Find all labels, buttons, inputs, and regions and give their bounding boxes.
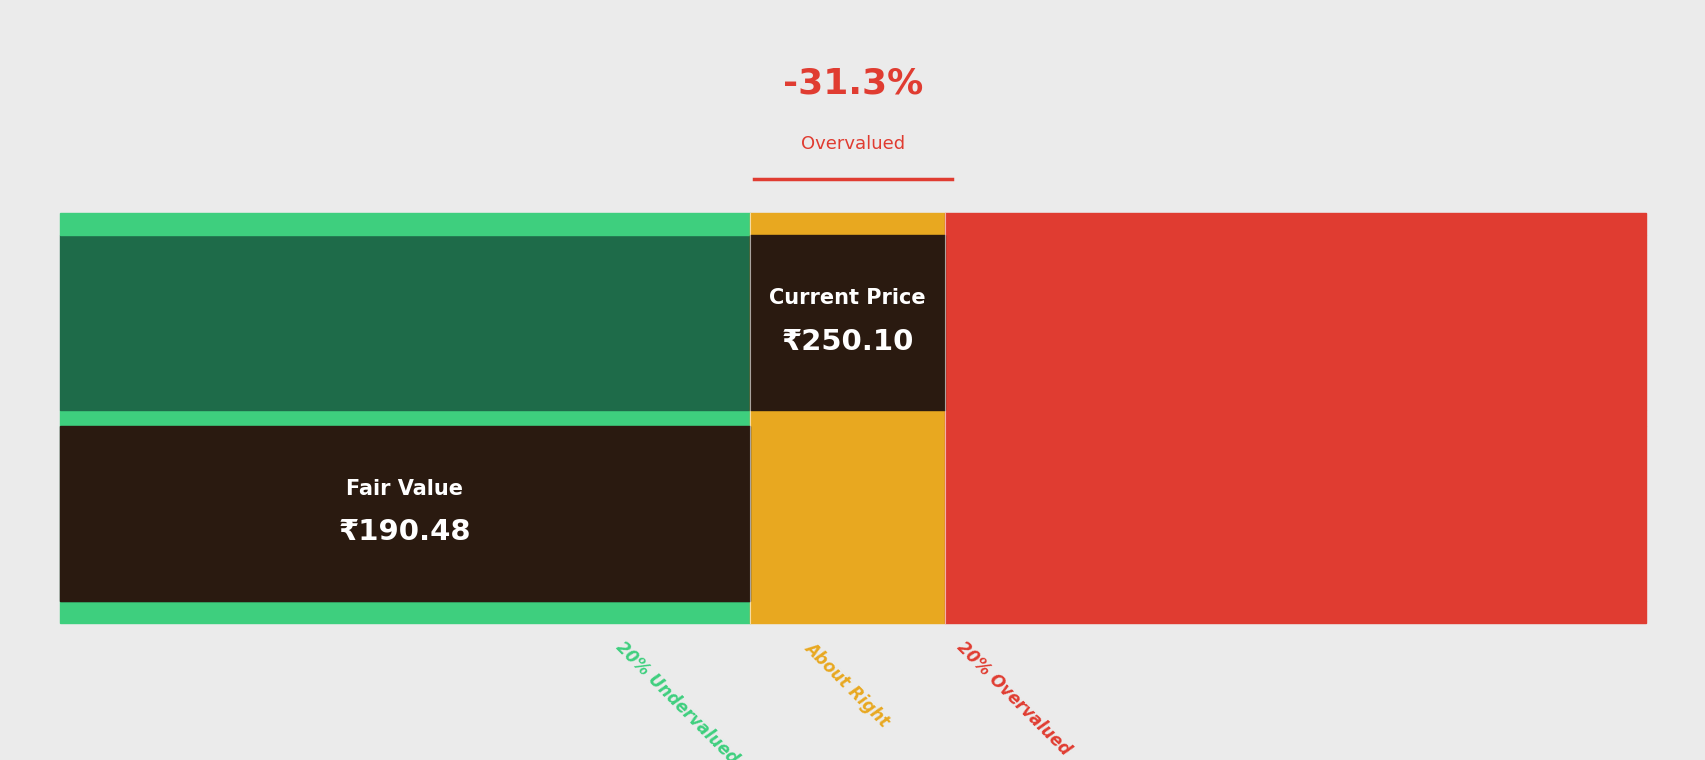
Bar	[750, 600, 945, 623]
Text: ₹250.10: ₹250.10	[781, 328, 914, 356]
Bar	[750, 236, 945, 410]
Text: -31.3%: -31.3%	[783, 67, 922, 100]
Bar	[945, 236, 1645, 410]
Text: About Right: About Right	[801, 638, 893, 730]
Bar	[60, 426, 750, 600]
Text: Current Price: Current Price	[769, 288, 926, 309]
Bar	[60, 426, 750, 600]
Text: 20% Overvalued: 20% Overvalued	[953, 638, 1074, 759]
Bar	[945, 410, 1645, 426]
Bar	[60, 410, 750, 426]
Bar	[60, 600, 750, 623]
Bar	[750, 213, 945, 236]
Text: Fair Value: Fair Value	[346, 479, 464, 499]
Bar	[60, 236, 750, 410]
Bar	[60, 213, 750, 236]
Bar	[750, 236, 945, 410]
Bar	[945, 600, 1645, 623]
Bar	[750, 410, 945, 426]
Bar	[945, 426, 1645, 600]
Bar	[750, 426, 945, 600]
Text: 20% Undervalued: 20% Undervalued	[612, 638, 742, 760]
Bar	[945, 213, 1645, 236]
Text: ₹190.48: ₹190.48	[338, 518, 471, 546]
Text: Overvalued: Overvalued	[800, 135, 905, 154]
